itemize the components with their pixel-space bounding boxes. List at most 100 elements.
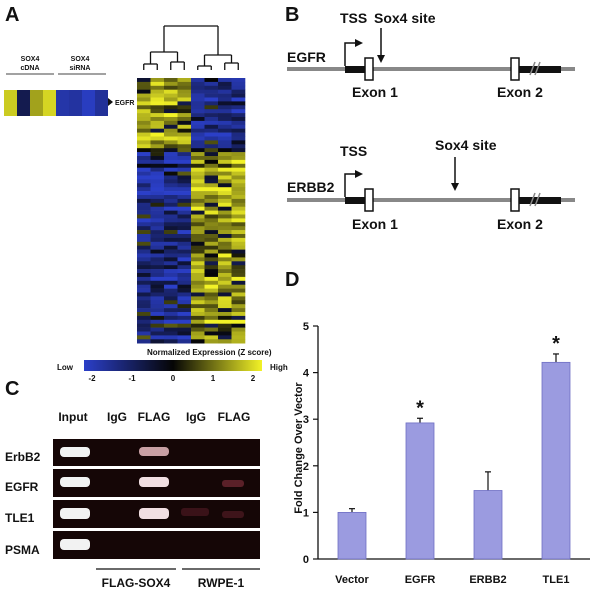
heatmap-cell	[137, 93, 151, 98]
heatmap-cell	[191, 132, 205, 137]
heatmap-cell	[191, 331, 205, 336]
heatmap-cell	[164, 288, 178, 293]
heatmap-cell	[191, 140, 205, 145]
heatmap-cell	[191, 280, 205, 285]
heatmap-cell	[231, 234, 246, 239]
heatmap-cell	[204, 269, 219, 274]
heatmap-cell	[150, 128, 165, 133]
y-tick-label: 0	[303, 554, 309, 566]
significance-asterisk: *	[552, 333, 560, 355]
heatmap-cell	[150, 198, 165, 204]
heatmap-cell	[177, 284, 192, 289]
heatmap-cell	[191, 136, 205, 141]
heatmap-cell	[191, 117, 205, 122]
heatmap-cell	[231, 179, 246, 184]
heatmap-cell	[231, 93, 246, 98]
heatmap-cell	[231, 210, 246, 215]
heatmap-cell	[204, 128, 219, 133]
heatmap-cell	[218, 234, 232, 239]
heatmap-cell	[164, 218, 178, 223]
heatmap-cell	[150, 261, 165, 266]
heatmap-cell	[164, 296, 178, 301]
heatmap-cell	[204, 292, 219, 297]
heatmap-cell	[231, 230, 246, 235]
heatmap-cell	[218, 261, 232, 266]
heatmap-cell	[177, 179, 192, 184]
heatmap-cell	[191, 273, 205, 278]
heatmap-cell	[191, 202, 205, 207]
heatmap-cell	[164, 276, 178, 282]
heatmap-cell	[218, 226, 232, 231]
erbb2-gene-diagram: TSS Sox4 site ERBB2 Exon 1 Exon 2	[287, 137, 575, 232]
heatmap-cell	[191, 319, 205, 324]
heatmap-cell	[191, 276, 205, 282]
heatmap-cell	[177, 93, 192, 98]
heatmap-cell	[137, 120, 151, 126]
heatmap-cell	[150, 132, 165, 137]
colorbar-group: Normalized Expression (Z score) Low High…	[57, 348, 288, 383]
heatmap-cell	[218, 241, 232, 246]
heatmap-cell	[150, 156, 165, 161]
x-tick-label: ERBB2	[469, 574, 506, 586]
gel-row-label-tle1: TLE1	[5, 511, 35, 525]
heatmap-cell	[191, 156, 205, 161]
heatmap-cell	[191, 120, 205, 126]
heatmap-cell	[191, 175, 205, 180]
heatmap-cell	[218, 245, 232, 250]
main-heatmap	[137, 78, 246, 344]
heatmap-cell	[164, 187, 178, 192]
panel-d-letter: D	[285, 269, 299, 291]
heatmap-cell	[231, 159, 246, 165]
egfr-tss-arrow	[344, 42, 358, 66]
heatmap-cell	[191, 327, 205, 332]
heatmap-cell	[177, 237, 192, 243]
heatmap-cell	[164, 183, 178, 188]
heatmap-cell	[191, 284, 205, 289]
heatmap-cell	[204, 163, 219, 168]
heatmap-cell	[164, 249, 178, 254]
heatmap-cell	[231, 222, 246, 227]
heatmap-cell	[150, 257, 165, 262]
heatmap-cell	[218, 288, 232, 293]
heatmap-cell	[150, 253, 165, 258]
heatmap-cell	[137, 101, 151, 106]
heatmap-cell	[204, 222, 219, 227]
heatmap-cell	[137, 253, 151, 258]
heatmap-cell	[218, 128, 232, 133]
heatmap-cell	[204, 241, 219, 246]
gel-band	[139, 477, 169, 487]
heatmap-cell	[137, 109, 151, 114]
bar-erbb2	[473, 490, 503, 560]
heatmap-cell	[218, 183, 232, 188]
heatmap-cell	[218, 105, 232, 110]
heatmap-cell	[137, 269, 151, 274]
heatmap-cell	[191, 81, 205, 87]
heatmap-cell	[150, 265, 165, 270]
colorbar-high-label: High	[270, 363, 288, 372]
heatmap-cell	[177, 202, 192, 207]
heatmap-cell	[150, 117, 165, 122]
heatmap-cell	[177, 171, 192, 176]
heatmap-cell	[150, 319, 165, 324]
heatmap-cell	[231, 105, 246, 110]
panel-b-letter: B	[285, 4, 299, 26]
heatmap-cell	[137, 265, 151, 270]
heatmap-cell	[231, 148, 246, 153]
heatmap-cell	[177, 128, 192, 133]
heatmap-cell	[231, 296, 246, 301]
heatmap-cell	[218, 187, 232, 192]
heatmap-cell	[204, 179, 219, 184]
heatmap-cell	[204, 132, 219, 137]
heatmap-cell	[231, 183, 246, 188]
heatmap-cell	[137, 85, 151, 90]
heatmap-cell	[137, 89, 151, 94]
lane-labels: Input IgG FLAG IgG FLAG	[58, 410, 250, 424]
heatmap-cell	[150, 148, 165, 153]
heatmap-cell	[204, 101, 219, 106]
egfr-gene-name: EGFR	[287, 49, 326, 65]
heatmap-cell	[177, 191, 192, 196]
heatmap-cell	[150, 89, 165, 94]
heatmap-cell	[218, 273, 232, 278]
heatmap-cell	[137, 183, 151, 188]
heatmap-cell	[137, 214, 151, 219]
